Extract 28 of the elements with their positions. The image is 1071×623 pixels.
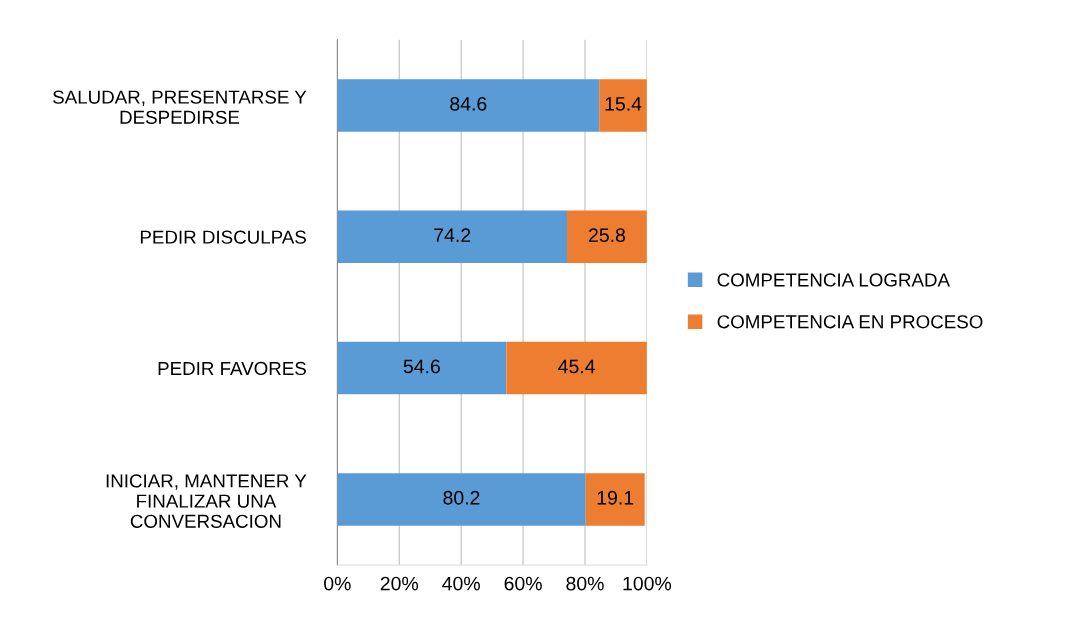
data-label: 15.4 — [605, 97, 642, 111]
x-tick-label: 100% — [623, 576, 672, 591]
x-tick-label: 60% — [504, 576, 542, 591]
y-tick-label: PEDIR FAVORES — [158, 361, 306, 376]
data-label: 54.6 — [403, 359, 440, 374]
bar — [585, 473, 645, 526]
data-label: 45.4 — [558, 359, 595, 374]
legend-label: COMPETENCIA EN PROCESO — [717, 315, 983, 329]
x-tick-label: 0% — [324, 576, 351, 591]
x-tick-label: 20% — [380, 576, 419, 591]
data-label: 84.6 — [450, 96, 487, 111]
y-tick-label: INICIAR, MANTENER Y FINALIZAR UNA CONVERSACION — [106, 474, 307, 528]
bar — [337, 473, 586, 526]
data-label: 74.2 — [434, 228, 471, 242]
data-label: 25.8 — [589, 228, 626, 243]
bar — [599, 79, 647, 132]
bar — [567, 210, 647, 264]
legend-label: COMPETENCIA LOGRADA — [717, 273, 950, 287]
bar — [337, 79, 600, 132]
x-tick-label: 80% — [566, 576, 604, 591]
bar — [337, 341, 507, 395]
data-label: 80.2 — [443, 490, 480, 505]
data-label: 19.1 — [597, 490, 634, 505]
bar — [337, 210, 568, 264]
y-tick-label: PEDIR DISCULPAS — [140, 230, 306, 244]
bar — [506, 341, 647, 395]
y-tick-label: SALUDAR, PRESENTARSE Y DESPEDIRSE — [53, 90, 307, 124]
x-tick-label: 40% — [442, 576, 480, 591]
